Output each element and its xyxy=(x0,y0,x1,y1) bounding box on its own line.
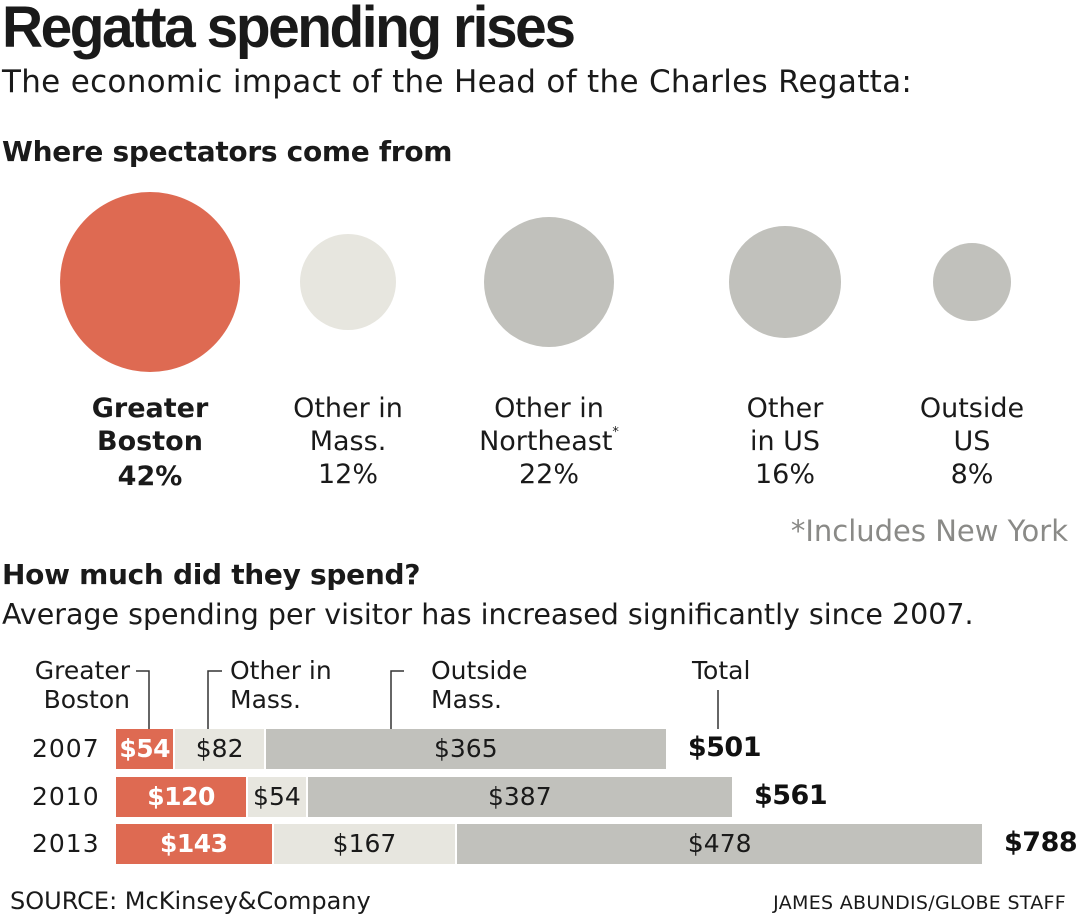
year-label: 2007 xyxy=(32,734,100,763)
bubble-value: 22% xyxy=(518,459,579,490)
bubble-3 xyxy=(729,226,841,338)
bubble-name-line: Mass. xyxy=(309,426,387,457)
legend-outside-mass: Outside Mass. xyxy=(431,656,571,714)
legend-line: Other in xyxy=(230,656,332,685)
bar-segment xyxy=(116,777,247,817)
bar-segment xyxy=(175,729,264,769)
bubble-name-line: Other in xyxy=(293,393,403,424)
bubble-1 xyxy=(299,233,397,331)
legend-line: Mass. xyxy=(230,685,301,714)
bubble-label-0: Greater Boston 42% xyxy=(40,392,260,493)
bar-segment xyxy=(248,777,306,817)
bubble-name-line: Outside xyxy=(919,393,1025,424)
legend-greater-boston: Greater Boston xyxy=(34,656,130,714)
legend-line: Total xyxy=(692,656,751,685)
bubble-name-line: Other in xyxy=(494,393,604,424)
bar-segment xyxy=(307,777,732,817)
bar-value-label: $54 xyxy=(119,734,171,763)
bar-segment xyxy=(457,824,982,864)
legend-line: Outside xyxy=(431,656,528,685)
credit-note: JAMES ABUNDIS/GLOBE STAFF xyxy=(773,892,1066,914)
bubble-2 xyxy=(483,216,615,348)
section-title-origins: Where spectators come from xyxy=(2,135,453,168)
leader-line xyxy=(136,670,150,729)
bubble-value: 42% xyxy=(117,461,183,492)
bubble-4 xyxy=(932,242,1012,322)
bubble-name-line: Boston xyxy=(97,426,203,457)
bubble-name-line: in US xyxy=(749,426,821,457)
source-note: SOURCE: McKinsey&Company xyxy=(10,887,371,915)
legend-line: Mass. xyxy=(431,685,502,714)
bar-segment xyxy=(116,824,272,864)
legend-total: Total xyxy=(692,656,792,685)
legend-other-mass: Other in Mass. xyxy=(230,656,370,714)
bar-value-label: $365 xyxy=(434,734,498,763)
bubble-name-line: Northeast* xyxy=(479,425,619,457)
bar-value-label: $82 xyxy=(195,734,244,763)
bubble-value: 8% xyxy=(950,459,994,490)
legend-line: Greater xyxy=(34,656,130,685)
leader-line xyxy=(207,670,222,729)
bubble-value: 16% xyxy=(754,459,815,490)
footnote: *Includes New York xyxy=(790,514,1068,548)
bar-segment xyxy=(265,729,666,769)
year-label: 2010 xyxy=(32,782,100,811)
bar-total-label: $561 xyxy=(753,780,828,811)
bar-segment xyxy=(273,824,456,864)
bubble-value: 12% xyxy=(317,459,378,490)
bubble-label-2: Other in Northeast* 22% xyxy=(439,392,659,491)
year-label: 2013 xyxy=(32,829,100,858)
legend-line: Boston xyxy=(43,685,130,714)
bar-value-label: $387 xyxy=(487,782,552,811)
bubble-name-line: US xyxy=(953,426,991,457)
bar-value-label: $54 xyxy=(253,782,301,811)
chart-title: Regatta spending rises xyxy=(2,0,576,60)
bar-total-label: $501 xyxy=(687,732,762,763)
leader-line xyxy=(390,670,404,729)
bubble-name-line: Greater xyxy=(91,393,209,424)
bubble-label-3: Other in US 16% xyxy=(675,392,895,491)
section-title-spending: How much did they spend? xyxy=(2,558,421,591)
chart-subtitle: The economic impact of the Head of the C… xyxy=(2,64,913,100)
bubble-name-line: Other xyxy=(746,393,824,424)
bubble-label-4: Outside US 8% xyxy=(862,392,1080,491)
footnote-mark: * xyxy=(612,425,619,440)
bubble-label-1: Other in Mass. 12% xyxy=(238,392,458,491)
bar-value-label: $478 xyxy=(687,829,752,858)
bar-total-label: $788 xyxy=(1004,827,1078,858)
bar-value-label: $143 xyxy=(159,829,228,858)
bar-value-label: $120 xyxy=(147,782,215,811)
bubble-0 xyxy=(60,192,240,372)
bar-value-label: $167 xyxy=(332,829,397,858)
bar-segment xyxy=(116,729,174,769)
spending-description: Average spending per visitor has increas… xyxy=(2,598,974,631)
